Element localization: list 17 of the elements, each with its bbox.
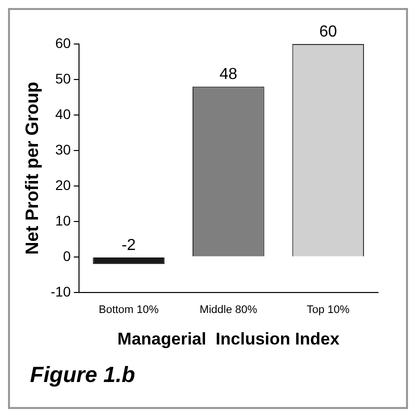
data-label: -2 — [122, 236, 136, 254]
y-tick-label: 0 — [63, 248, 72, 264]
x-axis-title: Managerial Inclusion Index — [117, 329, 340, 348]
y-tick-label: 10 — [55, 212, 72, 228]
x-tick-label: Bottom 10% — [98, 304, 159, 316]
y-tick-label: -10 — [50, 283, 72, 300]
y-tick-label: 40 — [55, 106, 72, 122]
y-tick-label: 50 — [55, 70, 72, 86]
x-tick-label: Top 10% — [306, 304, 350, 316]
y-axis-title: Net Profit per Group — [22, 82, 42, 255]
x-tick-label: Middle 80% — [200, 304, 258, 316]
y-tick-label: 30 — [55, 141, 72, 158]
caption: Figure 1.b — [30, 362, 136, 388]
y-tick-label: 60 — [55, 34, 72, 51]
data-label: 60 — [319, 23, 338, 40]
data-label: 48 — [220, 66, 238, 83]
y-tick-label: 20 — [55, 176, 72, 193]
